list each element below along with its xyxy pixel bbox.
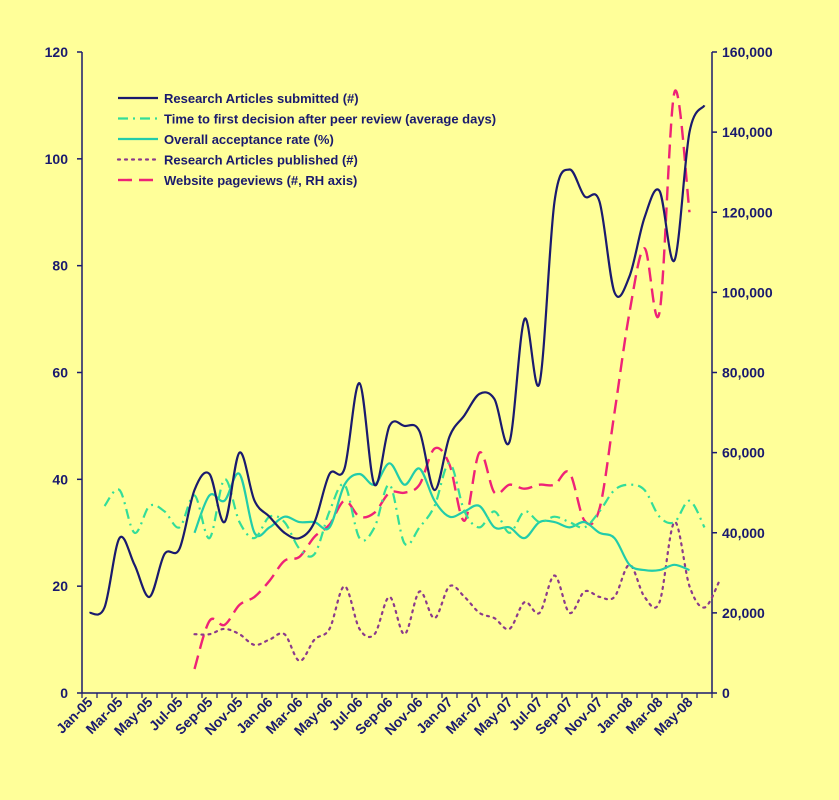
- legend-label: Overall acceptance rate (%): [164, 132, 334, 147]
- legend-label: Research Articles published (#): [164, 153, 358, 168]
- y-right-tick-label: 20,000: [722, 605, 765, 621]
- y-left-tick-label: 80: [52, 258, 68, 274]
- y-left-tick-label: 60: [52, 365, 68, 381]
- y-left-tick-label: 100: [45, 151, 69, 167]
- y-right-tick-label: 160,000: [722, 44, 773, 60]
- y-right-tick-label: 80,000: [722, 365, 765, 381]
- legend-label: Time to first decision after peer review…: [164, 112, 496, 127]
- series-layer: [89, 89, 721, 670]
- y-left-tick-label: 0: [60, 685, 68, 701]
- y-right-tick-label: 140,000: [722, 124, 773, 140]
- y-left-tick-label: 120: [45, 44, 69, 60]
- legend-label: Research Articles submitted (#): [164, 91, 359, 106]
- y-left-tick-label: 20: [52, 578, 68, 594]
- y-right-tick-label: 120,000: [722, 204, 773, 220]
- y-right-tick-label: 100,000: [722, 284, 773, 300]
- series-line-3: [193, 520, 721, 663]
- legend: Research Articles submitted (#) Time to f…: [116, 91, 496, 188]
- y-right-tick-label: 0: [722, 685, 730, 701]
- series-line-2: [193, 462, 690, 572]
- axes: 0 20 40 60 80 100 120 0 20,000 40,000 60,000 80,000…: [45, 44, 773, 739]
- y-right-tick-label: 60,000: [722, 445, 765, 461]
- series-line-4: [193, 89, 691, 670]
- series-line-1: [103, 462, 706, 558]
- series-line-0: [89, 104, 706, 616]
- legend-label: Website pageviews (#, RH axis): [164, 173, 357, 188]
- y-right-tick-label: 40,000: [722, 525, 765, 541]
- y-left-tick-label: 40: [52, 471, 68, 487]
